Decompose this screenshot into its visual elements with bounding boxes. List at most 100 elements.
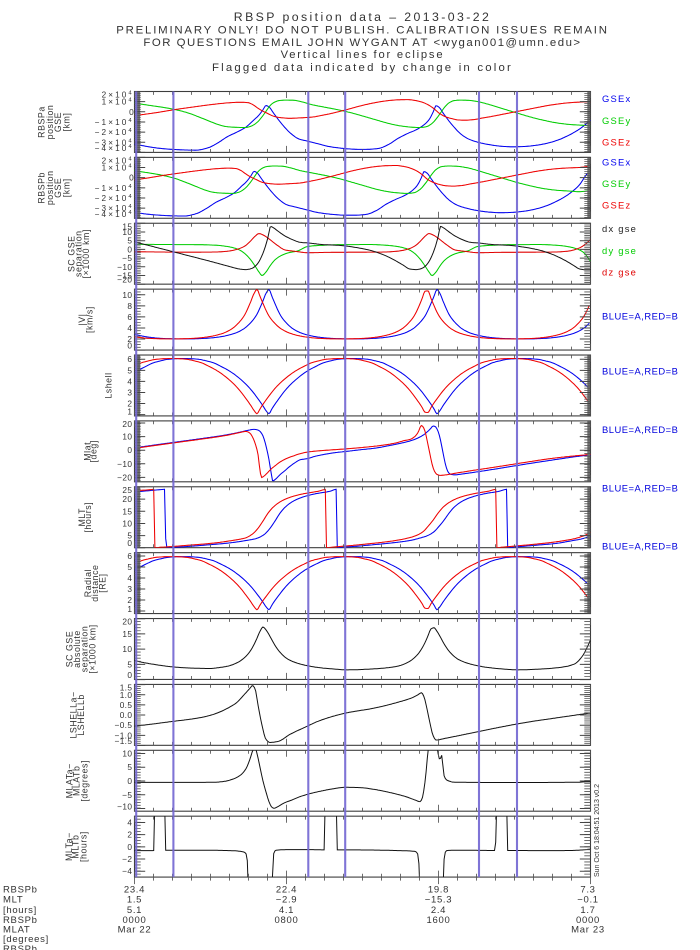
svg-text:15: 15: [122, 221, 132, 231]
svg-text:−20: −20: [117, 275, 132, 285]
svg-text:−1×104: −1×104: [95, 184, 134, 193]
svg-text:6: 6: [127, 354, 132, 364]
svg-text:MLAT: MLAT: [3, 924, 30, 935]
svg-text:−3×104: −3×104: [95, 204, 134, 213]
svg-text:2: 2: [127, 399, 132, 409]
svg-text:RBSP position data – 2013-03-2: RBSP position data – 2013-03-22: [234, 10, 491, 24]
svg-text:0: 0: [127, 445, 132, 455]
svg-text:15: 15: [122, 506, 132, 516]
svg-text:10: 10: [122, 290, 132, 300]
svg-text:1.5: 1.5: [120, 683, 133, 693]
svg-text:BLUE=A,RED=B: BLUE=A,RED=B: [602, 482, 678, 493]
svg-text:−1×104: −1×104: [95, 118, 134, 127]
svg-text:absolute: absolute: [72, 630, 82, 668]
svg-text:2: 2: [127, 334, 132, 344]
svg-text:|V|: |V|: [77, 314, 87, 326]
svg-text:5.1: 5.1: [127, 905, 142, 916]
svg-text:20: 20: [122, 617, 132, 627]
svg-text:GSEy: GSEy: [602, 115, 632, 126]
svg-text:10: 10: [122, 227, 132, 237]
svg-text:−0.5: −0.5: [115, 720, 133, 730]
svg-text:2×104: 2×104: [102, 91, 134, 100]
svg-text:separation: separation: [73, 230, 83, 277]
svg-text:position: position: [45, 170, 55, 205]
svg-text:20: 20: [122, 419, 132, 429]
svg-text:[hours]: [hours]: [79, 831, 89, 862]
svg-text:10: 10: [122, 432, 132, 442]
svg-text:0: 0: [127, 670, 132, 680]
svg-text:1600: 1600: [427, 915, 451, 926]
svg-text:LSHELLa−: LSHELLa−: [69, 691, 79, 738]
svg-text:−2×104: −2×104: [95, 128, 134, 137]
svg-text:0.5: 0.5: [120, 700, 133, 710]
svg-text:LSHELLb: LSHELLb: [76, 694, 86, 736]
svg-text:position: position: [45, 105, 55, 140]
svg-text:GSEx: GSEx: [602, 156, 632, 167]
svg-text:1.0: 1.0: [120, 690, 133, 700]
svg-text:4.1: 4.1: [279, 905, 294, 916]
svg-text:[hours]: [hours]: [3, 905, 37, 916]
svg-text:dz gse: dz gse: [602, 267, 637, 278]
svg-text:Mlat: Mlat: [82, 442, 92, 461]
svg-text:−15.3: −15.3: [425, 895, 453, 906]
svg-text:Mar 23: Mar 23: [571, 924, 605, 935]
svg-text:6: 6: [127, 312, 132, 322]
svg-text:3: 3: [127, 584, 132, 594]
svg-text:2: 2: [127, 830, 132, 840]
svg-text:0: 0: [127, 776, 132, 786]
svg-text:4: 4: [127, 818, 132, 828]
svg-text:3: 3: [127, 388, 132, 398]
svg-text:GSEz: GSEz: [602, 137, 632, 148]
svg-text:−5: −5: [122, 790, 132, 800]
svg-text:MLT: MLT: [77, 508, 87, 527]
svg-text:MLATa−: MLATa−: [64, 763, 74, 798]
svg-text:2×104: 2×104: [102, 156, 134, 165]
svg-text:4: 4: [127, 376, 132, 386]
svg-text:BLUE=A,RED=B: BLUE=A,RED=B: [602, 541, 678, 552]
svg-text:−15: −15: [117, 271, 132, 281]
svg-text:5: 5: [127, 236, 132, 246]
svg-text:[×1000 km]: [×1000 km]: [87, 624, 97, 673]
svg-text:0.0: 0.0: [120, 710, 133, 720]
svg-text:5: 5: [127, 659, 132, 669]
svg-text:[km/s]: [km/s]: [85, 306, 95, 333]
svg-text:MLTb: MLTb: [71, 835, 81, 859]
svg-text:1×104: 1×104: [102, 98, 134, 107]
svg-text:SC GSE: SC GSE: [66, 235, 76, 272]
svg-text:23.4: 23.4: [124, 885, 145, 896]
svg-text:2: 2: [127, 595, 132, 605]
svg-text:0000: 0000: [123, 915, 147, 926]
svg-text:GSEz: GSEz: [602, 200, 632, 211]
svg-text:−2: −2: [122, 854, 132, 864]
svg-text:4: 4: [127, 323, 132, 333]
svg-text:MLATb: MLATb: [72, 766, 82, 796]
svg-text:20: 20: [122, 494, 132, 504]
svg-text:7.3: 7.3: [580, 885, 595, 896]
svg-text:separation: separation: [80, 626, 90, 673]
svg-text:15: 15: [122, 629, 132, 639]
svg-text:−2.9: −2.9: [276, 895, 298, 906]
svg-text:GSE: GSE: [53, 178, 63, 198]
svg-text:−10: −10: [117, 459, 132, 469]
svg-text:5: 5: [127, 762, 132, 772]
svg-text:1.7: 1.7: [580, 905, 595, 916]
svg-text:[deg]: [deg]: [89, 440, 99, 462]
svg-text:−1.5: −1.5: [115, 736, 133, 746]
svg-text:5: 5: [127, 562, 132, 572]
svg-text:[RE]: [RE]: [98, 573, 108, 592]
svg-text:0: 0: [129, 107, 134, 117]
svg-text:PRELIMINARY ONLY! DO NOT PUBLI: PRELIMINARY ONLY! DO NOT PUBLISH. CALIBR…: [116, 25, 609, 37]
svg-text:[×1000 km]: [×1000 km]: [81, 229, 91, 278]
svg-text:−20: −20: [117, 472, 132, 482]
svg-text:0000: 0000: [576, 915, 600, 926]
svg-text:0: 0: [127, 538, 132, 548]
svg-text:RBSPb: RBSPb: [3, 944, 38, 950]
svg-text:0: 0: [129, 173, 134, 183]
svg-text:GSEx: GSEx: [602, 93, 632, 104]
svg-text:25: 25: [122, 485, 132, 495]
svg-text:−1.0: −1.0: [115, 730, 133, 740]
svg-text:Flagged data indicated by chan: Flagged data indicated by change in colo…: [212, 62, 513, 74]
svg-text:10: 10: [122, 644, 132, 654]
svg-text:1.5: 1.5: [127, 895, 142, 906]
svg-text:[km]: [km]: [62, 113, 72, 132]
